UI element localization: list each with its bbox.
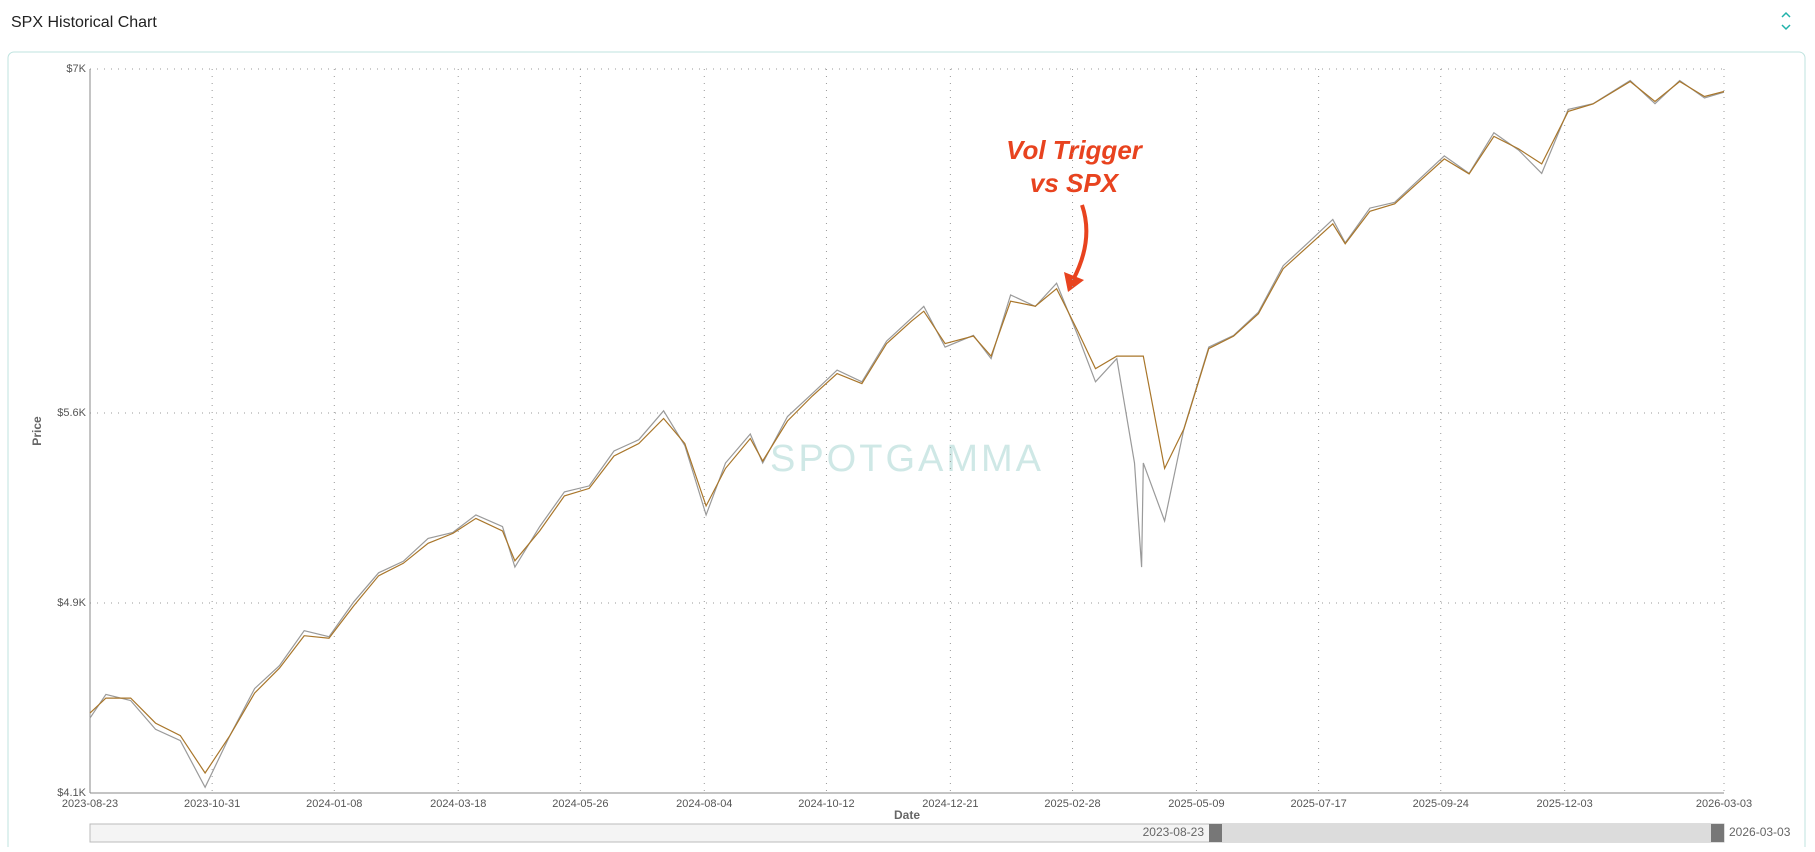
range-end-label: 2026-03-03 [1729, 825, 1791, 839]
annotation: vs SPX [1030, 168, 1120, 198]
card [7, 51, 1806, 852]
x-tick-label: 2024-05-26 [552, 798, 608, 810]
series-line [89, 80, 1725, 775]
x-tick-label: 2025-02-28 [1044, 798, 1100, 810]
annotation: Vol Trigger [1006, 135, 1144, 165]
x-tick-label: 2024-01-08 [306, 798, 362, 810]
x-tick-label: 2024-08-04 [676, 798, 732, 810]
range-selection[interactable] [1215, 824, 1717, 842]
watermark: SPOTGAMMA [770, 438, 1044, 480]
collapse-toggle[interactable] [1781, 11, 1791, 31]
y-tick-label: $4.9K [57, 597, 86, 609]
x-tick-label: 2025-12-03 [1537, 798, 1593, 810]
page-title: SPX Historical Chart [11, 14, 157, 31]
annotation-arrow [1071, 204, 1089, 281]
x-tick-label: 2024-03-18 [430, 798, 486, 810]
range-start-label: 2023-08-23 [1143, 825, 1205, 839]
x-tick-label: 2023-08-23 [62, 798, 118, 810]
x-tick-label: 2024-10-12 [798, 798, 854, 810]
x-tick-label: 2025-09-24 [1413, 798, 1469, 810]
annotation-arrowhead [1064, 272, 1084, 292]
x-tick-label: 2025-07-17 [1290, 798, 1346, 810]
y-tick-label: $7K [66, 63, 86, 75]
y-tick-label: $4.1K [57, 787, 86, 799]
x-tick-label: 2024-12-21 [922, 798, 978, 810]
x-tick-label: 2026-03-03 [1696, 798, 1752, 810]
series-line [89, 79, 1725, 789]
range-handle[interactable] [1711, 824, 1724, 842]
y-axis-label: Price [30, 416, 44, 446]
range-handle[interactable] [1209, 824, 1222, 842]
x-axis-label: Date [894, 808, 920, 822]
x-tick-label: 2025-05-09 [1168, 798, 1224, 810]
x-tick-label: 2023-10-31 [184, 798, 240, 810]
y-tick-label: $5.6K [57, 407, 86, 419]
